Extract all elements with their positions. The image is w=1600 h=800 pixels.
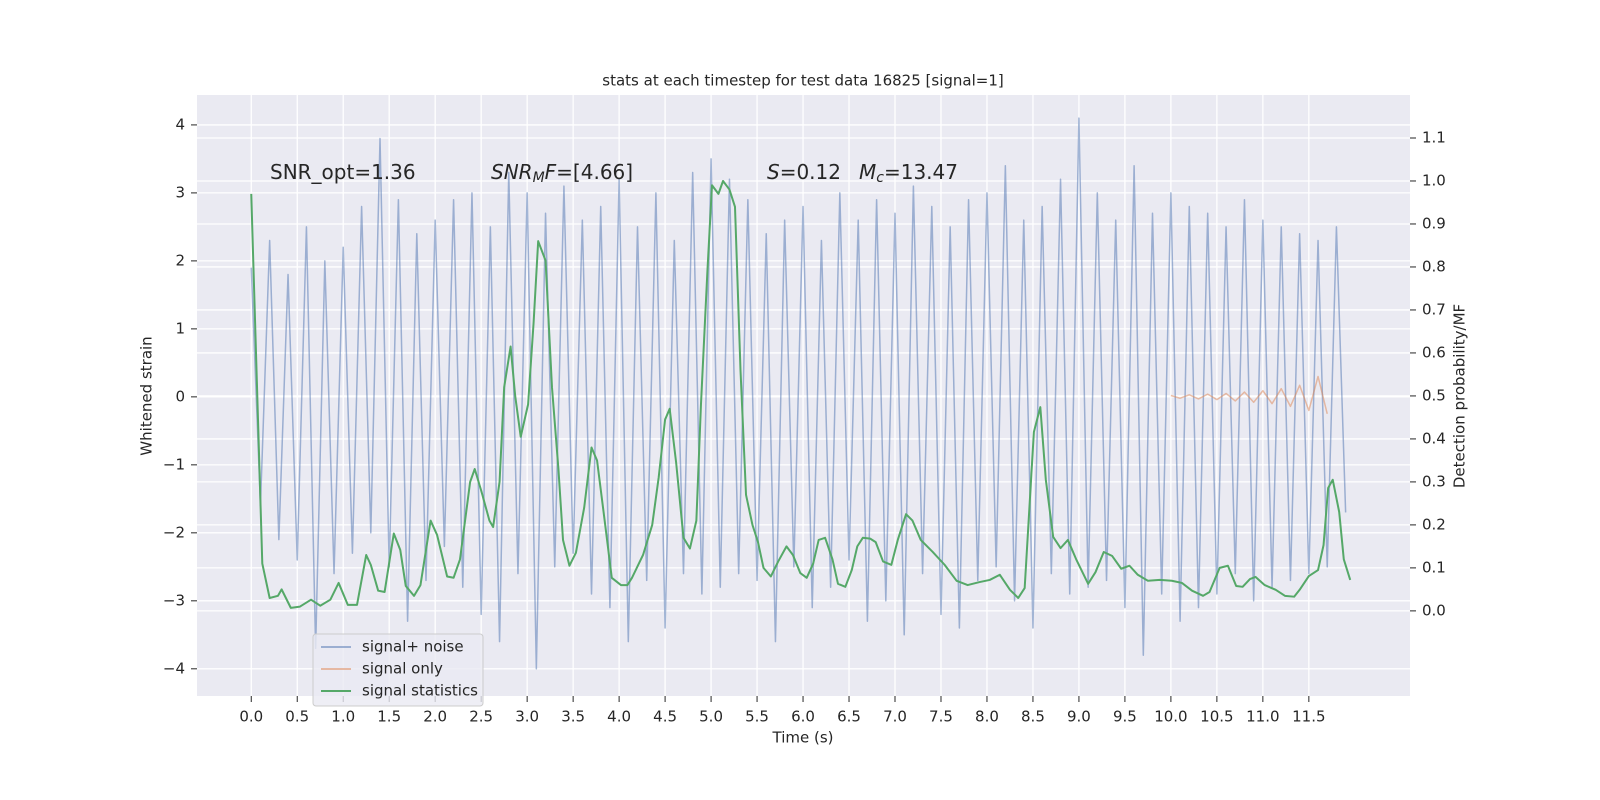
- y-tick-label: 4: [175, 115, 185, 133]
- y-tick-label: −4: [163, 659, 185, 677]
- x-tick-label: 0.0: [239, 708, 263, 726]
- x-tick-label: 2.5: [469, 708, 493, 726]
- y2-tick-label: 0.0: [1422, 601, 1446, 619]
- legend-label: signal statistics: [362, 682, 478, 700]
- legend-label: signal only: [362, 660, 443, 678]
- y-tick-label: 1: [175, 319, 185, 337]
- x-tick-label: 4.5: [653, 708, 677, 726]
- x-tick-label: 9.0: [1067, 708, 1091, 726]
- y2-tick-label: 0.8: [1422, 257, 1446, 275]
- annotation: Mc=13.47: [859, 160, 958, 187]
- y-tick-label: −2: [163, 523, 185, 541]
- annotation-part: =[4.66]: [556, 160, 633, 184]
- annotation-part: SNR_opt=1.36: [270, 160, 416, 184]
- x-tick-label: 1.5: [377, 708, 401, 726]
- annotation: SNRMF=[4.66]: [491, 160, 633, 187]
- x-tick-label: 5.5: [745, 708, 769, 726]
- annotation-part: =0.12: [780, 160, 841, 184]
- x-tick-label: 7.5: [929, 708, 953, 726]
- x-tick-label: 10.0: [1154, 708, 1187, 726]
- y2-tick-label: 0.3: [1422, 472, 1446, 490]
- annotation-part: S: [767, 160, 780, 184]
- x-tick-label: 6.0: [791, 708, 815, 726]
- annotation: SNR_opt=1.36: [270, 160, 416, 184]
- x-tick-label: 11.5: [1292, 708, 1325, 726]
- y-axis-label: Whitened strain: [138, 336, 156, 455]
- annotation-part: M: [859, 160, 876, 184]
- x-tick-label: 10.5: [1200, 708, 1233, 726]
- x-tick-label: 6.5: [837, 708, 861, 726]
- series-line: [250, 179, 1352, 609]
- annotation-part: c: [876, 170, 884, 186]
- y2-tick-label: 0.1: [1422, 558, 1446, 576]
- x-tick-label: 9.5: [1113, 708, 1137, 726]
- legend-label: signal+ noise: [362, 638, 464, 656]
- x-tick-label: 4.0: [607, 708, 631, 726]
- y2-tick-label: 0.6: [1422, 343, 1446, 361]
- y2-tick-label: 0.2: [1422, 515, 1446, 533]
- y-tick-label: −1: [163, 455, 185, 473]
- annotation: S=0.12: [767, 160, 841, 184]
- y2-tick-label: 0.9: [1422, 214, 1446, 232]
- series-line: [250, 117, 1347, 670]
- x-tick-label: 7.0: [883, 708, 907, 726]
- annotation-part: SNR: [491, 160, 533, 184]
- y-tick-label: 3: [175, 183, 185, 201]
- x-tick-label: 1.0: [331, 708, 355, 726]
- y2-tick-label: 1.1: [1422, 128, 1446, 146]
- x-tick-label: 8.5: [1021, 708, 1045, 726]
- y2-axis-label: Detection probability/MF: [1451, 304, 1469, 488]
- x-axis-label: Time (s): [772, 729, 834, 747]
- x-tick-label: 3.0: [515, 708, 539, 726]
- x-tick-label: 2.0: [423, 708, 447, 726]
- y2-tick-label: 0.4: [1422, 429, 1446, 447]
- chart-title: stats at each timestep for test data 168…: [602, 72, 1003, 90]
- y2-tick-label: 0.7: [1422, 300, 1446, 318]
- series-line: [1170, 375, 1328, 415]
- x-tick-label: 11.0: [1246, 708, 1279, 726]
- y-tick-label: 2: [175, 251, 185, 269]
- y-tick-label: 0: [175, 387, 185, 405]
- y-tick-label: −3: [163, 591, 185, 609]
- x-tick-label: 0.5: [285, 708, 309, 726]
- x-tick-label: 3.5: [561, 708, 585, 726]
- y2-tick-label: 1.0: [1422, 171, 1446, 189]
- annotation-part: =13.47: [884, 160, 958, 184]
- annotation-part: M: [533, 170, 545, 186]
- y2-tick-label: 0.5: [1422, 386, 1446, 404]
- legend-box: [312, 633, 484, 707]
- x-tick-label: 8.0: [975, 708, 999, 726]
- annotation-part: F: [545, 160, 557, 184]
- x-tick-label: 5.0: [699, 708, 723, 726]
